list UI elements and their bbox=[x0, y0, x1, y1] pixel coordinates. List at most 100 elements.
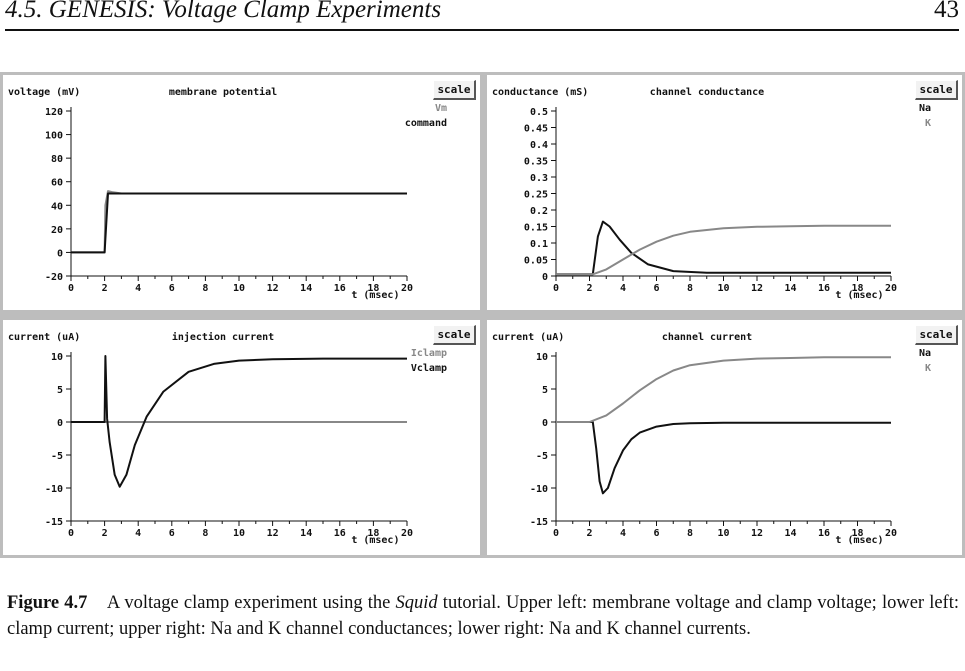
x-tick-label: 4 bbox=[135, 283, 141, 294]
plot-membrane-potential: voltage (mV) membrane potential Vm command 0… bbox=[8, 86, 447, 301]
x-tick-label: 12 bbox=[267, 283, 279, 294]
x-tick-label: 8 bbox=[202, 283, 208, 294]
plot-title: channel current bbox=[662, 332, 752, 343]
x-tick-label: 16 bbox=[818, 528, 830, 539]
y-axis-label: current (uA) bbox=[492, 332, 564, 343]
x-tick-label: 16 bbox=[334, 283, 346, 294]
plot-channel-conductance: conductance (mS) channel conductance Na K 0 2… bbox=[492, 87, 931, 301]
x-axis-label: t (msec) bbox=[835, 535, 883, 546]
scale-button[interactable]: scale bbox=[915, 325, 958, 345]
x-tick-label: 20 bbox=[885, 528, 897, 539]
y-tick-label: 10 bbox=[536, 352, 548, 363]
page-number: 43 bbox=[934, 0, 959, 23]
plot-title: injection current bbox=[172, 331, 274, 343]
series-line-vclamp bbox=[71, 355, 407, 488]
y-tick-label: 0 bbox=[542, 418, 548, 429]
y-axis-label: voltage (mV) bbox=[8, 87, 80, 98]
y-axis-label: current (uA) bbox=[8, 332, 80, 343]
y-tick-label: 0.35 bbox=[524, 157, 548, 168]
x-tick-label: 0 bbox=[553, 283, 559, 294]
plot-panel-injection-current: current (uA) injection current Iclamp Vclam… bbox=[3, 320, 480, 555]
y-tick-label: -10 bbox=[45, 484, 63, 495]
x-tick-label: 4 bbox=[620, 283, 626, 294]
figure-frame: voltage (mV) membrane potential Vm command 0… bbox=[0, 72, 965, 558]
y-tick-label: 0.25 bbox=[524, 190, 548, 201]
y-tick-label: -15 bbox=[530, 517, 548, 528]
x-tick-label: 8 bbox=[202, 528, 208, 539]
caption-text-1: A voltage clamp experiment using the bbox=[106, 593, 396, 613]
x-tick-label: 10 bbox=[717, 528, 729, 539]
y-tick-label: -5 bbox=[536, 451, 548, 462]
x-tick-label: 20 bbox=[401, 528, 413, 539]
y-tick-label: 0 bbox=[57, 248, 63, 259]
x-tick-label: 12 bbox=[751, 283, 763, 294]
y-tick-label: 10 bbox=[51, 352, 63, 363]
x-tick-label: 18 bbox=[851, 528, 863, 539]
legend-entry: Na bbox=[919, 348, 931, 359]
scale-button[interactable]: scale bbox=[433, 80, 476, 100]
series-line-na bbox=[556, 421, 891, 495]
legend-entry: Iclamp bbox=[411, 348, 447, 359]
y-tick-label: 0 bbox=[542, 272, 548, 283]
series-line-vm bbox=[71, 190, 407, 254]
y-tick-label: 100 bbox=[45, 131, 63, 142]
x-tick-label: 2 bbox=[586, 283, 592, 294]
y-tick-label: 0.5 bbox=[530, 107, 548, 118]
x-tick-label: 0 bbox=[553, 528, 559, 539]
caption-italic: Squid bbox=[395, 593, 438, 613]
y-axis-label: conductance (mS) bbox=[492, 87, 588, 98]
legend-entry: Na bbox=[919, 103, 931, 114]
x-tick-label: 14 bbox=[300, 283, 312, 294]
y-tick-label: 0.45 bbox=[524, 124, 548, 135]
y-tick-label: 40 bbox=[51, 201, 63, 212]
legend-entry: Vclamp bbox=[411, 363, 447, 374]
y-tick-label: 0.4 bbox=[530, 140, 548, 151]
series-line-k bbox=[556, 224, 891, 276]
x-tick-label: 18 bbox=[851, 283, 863, 294]
plot-injection-current: current (uA) injection current Iclamp Vclam… bbox=[8, 331, 447, 546]
x-tick-label: 20 bbox=[401, 283, 413, 294]
x-tick-label: 10 bbox=[233, 528, 245, 539]
x-tick-label: 4 bbox=[135, 528, 141, 539]
x-tick-label: 10 bbox=[233, 283, 245, 294]
x-tick-label: 8 bbox=[687, 283, 693, 294]
plot-panel-channel-conductance: conductance (mS) channel conductance Na K 0 2… bbox=[487, 75, 962, 310]
y-tick-label: -10 bbox=[530, 484, 548, 495]
y-tick-label: 0 bbox=[57, 418, 63, 429]
x-tick-label: 14 bbox=[784, 528, 796, 539]
y-tick-label: 0.05 bbox=[524, 256, 548, 267]
plot-title: membrane potential bbox=[169, 86, 277, 98]
x-tick-label: 12 bbox=[751, 528, 763, 539]
y-tick-label: 0.2 bbox=[530, 206, 548, 217]
x-axis-label: t (msec) bbox=[351, 535, 399, 546]
page-header: 4.5. GENESIS: Voltage Clamp Experiments … bbox=[0, 0, 965, 32]
x-tick-label: 16 bbox=[334, 528, 346, 539]
y-tick-label: -15 bbox=[45, 517, 63, 528]
plot-channel-current: current (uA) channel current Na K 0 2 4 6 8 10 12 1… bbox=[492, 332, 931, 546]
x-tick-label: 16 bbox=[818, 283, 830, 294]
x-tick-label: 20 bbox=[885, 283, 897, 294]
scale-button[interactable]: scale bbox=[915, 80, 958, 100]
y-tick-label: 0.3 bbox=[530, 173, 548, 184]
x-tick-label: 6 bbox=[653, 283, 659, 294]
section-title: 4.5. GENESIS: Voltage Clamp Experiments bbox=[5, 0, 442, 23]
y-tick-label: 80 bbox=[51, 154, 63, 165]
y-tick-label: -5 bbox=[51, 451, 63, 462]
x-tick-label: 14 bbox=[300, 528, 312, 539]
x-tick-label: 8 bbox=[687, 528, 693, 539]
y-tick-label: 5 bbox=[542, 385, 548, 396]
x-tick-label: 0 bbox=[68, 283, 74, 294]
x-tick-label: 12 bbox=[267, 528, 279, 539]
x-tick-label: 14 bbox=[784, 283, 796, 294]
x-tick-label: 10 bbox=[717, 283, 729, 294]
series-line-k bbox=[556, 356, 891, 423]
y-tick-label: 60 bbox=[51, 178, 63, 189]
x-tick-label: 18 bbox=[367, 528, 379, 539]
legend-entry: Vm bbox=[435, 103, 447, 114]
scale-button[interactable]: scale bbox=[433, 325, 476, 345]
figure-label: Figure 4.7 bbox=[7, 593, 88, 613]
series-line-command bbox=[71, 192, 407, 254]
x-tick-label: 0 bbox=[68, 528, 74, 539]
plot-panel-channel-current: current (uA) channel current Na K 0 2 4 6 8 10 12 1… bbox=[487, 320, 962, 555]
y-tick-label: 5 bbox=[57, 385, 63, 396]
